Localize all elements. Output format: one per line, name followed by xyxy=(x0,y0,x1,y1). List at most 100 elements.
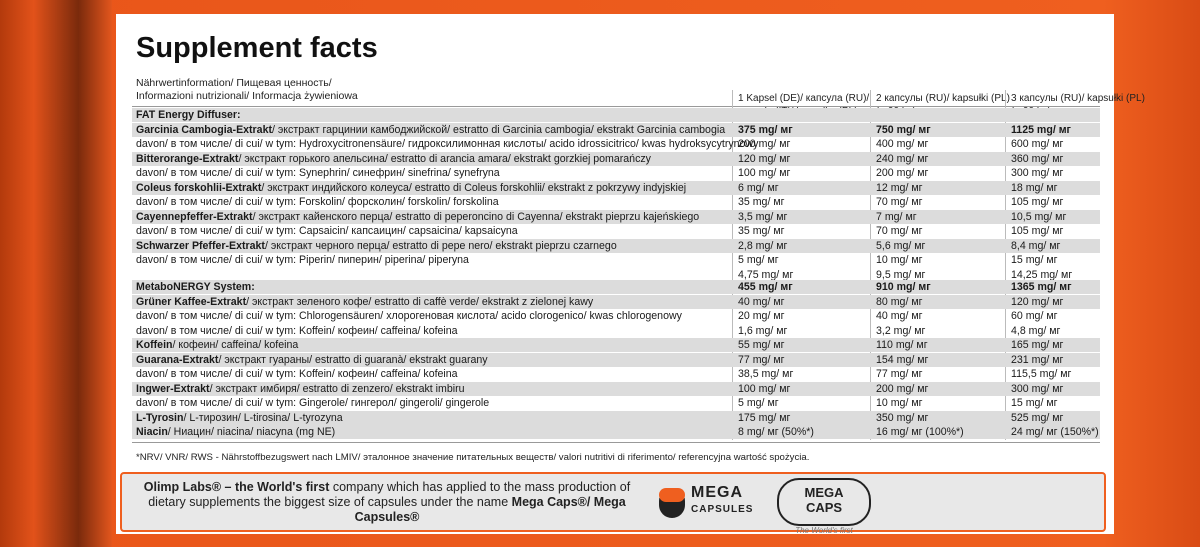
ingredient-name: Ingwer-Extrakt xyxy=(136,382,210,395)
banner-lead: Olimp Labs® – the World's first xyxy=(143,480,330,494)
section-title: FAT Energy Diffuser: xyxy=(136,109,241,121)
amount: 18 mg/ мг xyxy=(1011,181,1058,194)
ingredient-label: Niacin/ Ниацин/ niacina/ niacyna (mg NE) xyxy=(136,425,335,440)
amount: 77 mg/ мг xyxy=(738,353,785,366)
banner-brand: Mega Caps®/ Mega Capsules® xyxy=(354,495,626,524)
amount: 4,8 mg/ мг xyxy=(1011,324,1061,337)
amount: 400 mg/ мг xyxy=(876,138,929,150)
row-shade xyxy=(132,151,1100,166)
ingredient-label: Coleus forskohlii-Extrakt/ экстракт инди… xyxy=(136,181,686,196)
amount: 35 mg/ мг xyxy=(738,196,785,208)
section-title: MetaboNERGY System: xyxy=(136,281,255,293)
amount: 175 mg/ мг xyxy=(738,411,791,424)
ingredient-name: Grüner Kaffee-Extrakt xyxy=(136,295,247,308)
ingredient-label: davon/ в том числе/ di cui/ w tym: Synep… xyxy=(136,166,500,181)
amount: 100 mg/ мг xyxy=(738,167,791,179)
amount: 70 mg/ мг xyxy=(876,196,923,208)
ingredient-text: / экстракт горького апельсина/ estratto … xyxy=(238,152,651,165)
amount: 154 mg/ мг xyxy=(876,353,929,366)
amount: 120 mg/ мг xyxy=(1011,295,1064,308)
ingredient-text: davon/ в том числе/ di cui/ w tym: Piper… xyxy=(136,254,469,266)
amount: 5 mg/ мг xyxy=(738,397,779,409)
amount: 240 mg/ мг xyxy=(876,152,929,165)
ingredient-label: davon/ в том числе/ di cui/ w tym: Forsk… xyxy=(136,195,499,210)
amount: 10 mg/ мг xyxy=(876,254,923,266)
row-shade xyxy=(132,209,1100,224)
banner: Olimp Labs® – the World's first company … xyxy=(120,472,1106,535)
ingredient-text: / экстракт индийского колеуса/ estratto … xyxy=(261,181,687,194)
amount: 80 mg/ мг xyxy=(876,295,923,308)
logo-top: MEGA xyxy=(804,485,844,500)
ingredient-label: Koffein/ кофеин/ caffeina/ kofeina xyxy=(136,338,298,353)
box-side xyxy=(0,0,112,547)
amount: 200 mg/ мг xyxy=(876,382,929,395)
amount: 105 mg/ мг xyxy=(1011,196,1064,208)
row-shade xyxy=(132,294,1100,309)
amount: 55 mg/ мг xyxy=(738,339,785,351)
amount: 4,75 mg/ мг xyxy=(738,268,794,281)
amount: 5 mg/ мг xyxy=(738,254,779,266)
ingredient-label: L-Tyrosin/ L-тирозин/ L-tirosina/ L-tyro… xyxy=(136,411,343,426)
amount: 5,6 mg/ мг xyxy=(876,239,926,252)
ingredient-name: Schwarzer Pfeffer-Extrakt xyxy=(136,239,265,252)
amount: 15 mg/ мг xyxy=(1011,254,1058,266)
banner-text: Olimp Labs® – the World's first company … xyxy=(132,480,642,525)
amount: 600 mg/ мг xyxy=(1011,138,1064,150)
row-shade xyxy=(132,280,1100,294)
ingredient-label: Ingwer-Extrakt/ экстракт имбиря/ estratt… xyxy=(136,382,465,397)
ingredient-label: davon/ в том числе/ di cui/ w tym: Capsa… xyxy=(136,224,518,239)
section-total: 910 mg/ мг xyxy=(876,281,931,293)
ingredient-label: Schwarzer Pfeffer-Extrakt/ экстракт черн… xyxy=(136,239,617,254)
amount: 12 mg/ мг xyxy=(876,181,923,194)
amount: 105 mg/ мг xyxy=(1011,225,1064,237)
amount: 24 mg/ мг (150%*) xyxy=(1011,426,1099,438)
ingredient-name: Garcinia Cambogia-Extrakt xyxy=(136,123,272,136)
banner-body: company which has applied to the mass pr… xyxy=(148,480,631,509)
facts-panel: Supplement facts Nährwertinformation/ Пи… xyxy=(116,14,1145,535)
row-shade xyxy=(132,122,1100,137)
column-rule xyxy=(870,90,871,440)
ingredient-text: davon/ в том числе/ di cui/ w tym: Hydro… xyxy=(136,138,759,150)
ingredient-name: Cayennepfeffer-Extrakt xyxy=(136,210,253,223)
ingredient-name: Niacin xyxy=(136,426,168,438)
ingredient-name: L-Tyrosin xyxy=(136,411,184,424)
ingredient-name: Guarana-Extrakt xyxy=(136,353,219,366)
amount: 16 mg/ мг (100%*) xyxy=(876,426,964,438)
amount: 300 mg/ мг xyxy=(1011,382,1064,395)
ingredient-text: davon/ в том числе/ di cui/ w tym: Koffe… xyxy=(136,324,458,337)
amount: 8 mg/ мг (50%*) xyxy=(738,426,814,438)
row-shade xyxy=(132,352,1100,367)
ingredient-text: / L-тирозин/ L-tirosina/ L-tyrozyna xyxy=(183,411,343,424)
ingredient-text: / экстракт зеленого кофе/ estratto di ca… xyxy=(246,295,594,308)
amount: 10,5 mg/ мг xyxy=(1011,210,1067,223)
header-label: Nährwertinformation/ Пищевая ценность/ I… xyxy=(136,77,358,102)
amount: 40 mg/ мг xyxy=(876,310,923,322)
ingredient-text: davon/ в том числе/ di cui/ w tym: Ginge… xyxy=(136,397,490,409)
amount: 6 mg/ мг xyxy=(738,181,779,194)
ingredient-text: / экстракт гарцинии камбоджийской/ estra… xyxy=(272,123,726,136)
amount: 2,8 mg/ мг xyxy=(738,239,788,252)
amount: 200 mg/ мг xyxy=(876,167,929,179)
ingredient-name: Koffein xyxy=(136,339,173,351)
amount: 77 mg/ мг xyxy=(876,368,923,380)
amount: 200 mg/ мг xyxy=(738,138,791,150)
ingredient-text: davon/ в том числе/ di cui/ w tym: Chlor… xyxy=(136,310,682,322)
amount: 15 mg/ мг xyxy=(1011,397,1058,409)
amount: 231 mg/ мг xyxy=(1011,353,1064,366)
amount: 100 mg/ мг xyxy=(738,382,791,395)
ingredient-label: davon/ в том числе/ di cui/ w tym: Koffe… xyxy=(136,324,458,339)
amount: 3,2 mg/ мг xyxy=(876,324,926,337)
amount: 750 mg/ мг xyxy=(876,123,931,136)
amount: 14,25 mg/ мг xyxy=(1011,268,1073,281)
table-bottom-rule xyxy=(132,442,1100,443)
title: Supplement facts xyxy=(136,32,378,64)
row-shade xyxy=(132,180,1100,195)
column-rule xyxy=(732,90,733,440)
row-shade xyxy=(132,238,1100,253)
amount: 1125 mg/ мг xyxy=(1011,123,1071,136)
header-rule xyxy=(132,106,1100,107)
amount: 525 mg/ мг xyxy=(1011,411,1064,424)
logo-bottom: CAPS xyxy=(805,500,843,515)
row-shade xyxy=(132,410,1100,425)
